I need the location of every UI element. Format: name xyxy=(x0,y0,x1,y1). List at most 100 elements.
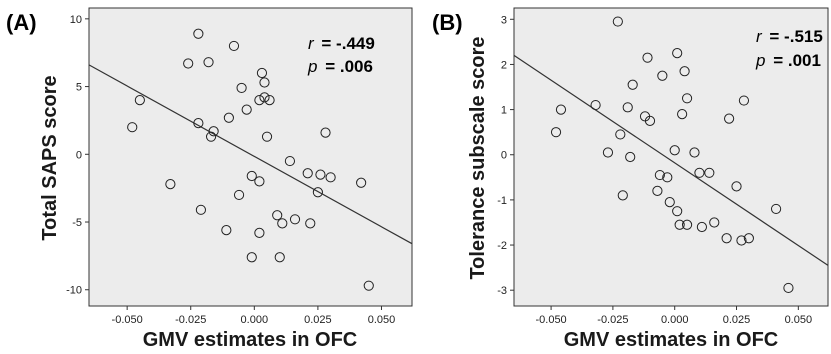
panel-a-data-point xyxy=(264,95,275,106)
panel-b-data-point xyxy=(681,219,693,230)
panel-a-data-point xyxy=(284,155,296,167)
panel-b-data-point xyxy=(590,99,601,111)
panel-a-data-point xyxy=(165,178,176,190)
panel-a-data-point xyxy=(228,40,240,52)
panel-b-data-point xyxy=(743,233,754,244)
panel-b-data-point xyxy=(721,233,732,244)
panel-a-x-tick-label: 0.025 xyxy=(304,314,332,326)
panel-b-data-point xyxy=(674,219,685,230)
panel-a-data-point xyxy=(356,177,367,188)
panel-b-data-point xyxy=(672,48,683,59)
panel-b-data-point xyxy=(696,221,708,233)
panel-a-data-point xyxy=(274,252,285,263)
panel-b-y-tick-label: 2 xyxy=(501,59,507,71)
panel-b-data-point xyxy=(704,167,715,178)
panel-b-y-tick-label: 0 xyxy=(501,150,507,162)
panel-b-data-point xyxy=(555,104,567,115)
panel-b-data-point xyxy=(736,235,747,246)
panel-b-y-tick-label: 3 xyxy=(501,14,507,26)
panel-b-data-point xyxy=(627,79,638,90)
panel-b-x-tick-label: 0.025 xyxy=(723,314,751,326)
panel-a-data-point xyxy=(254,95,265,106)
panel-b-data-point xyxy=(669,145,680,156)
panel-b-data-point xyxy=(662,172,673,183)
panel-a-data-point xyxy=(272,210,283,221)
panel-b-y-tick-label: 1 xyxy=(501,105,507,117)
panel-b-data-point xyxy=(654,169,665,181)
panel-b-data-point xyxy=(657,70,668,81)
panel-a-data-point xyxy=(205,131,217,142)
panel-b-data-point xyxy=(770,203,782,215)
panel-b-x-tick-label: -0.025 xyxy=(597,314,628,326)
panel-a-x-tick-label: 0.000 xyxy=(241,314,269,326)
panel-a-y-tick-label: -10 xyxy=(66,285,82,297)
panel-a-regression-line-path xyxy=(88,64,413,245)
panel-b-data-point xyxy=(677,109,688,120)
panel-b-points xyxy=(550,16,794,294)
panel-b-data-point xyxy=(612,16,623,27)
panel-a-y-axis-title: Total SAPS score xyxy=(39,75,61,240)
panel-a-data-point xyxy=(315,169,326,180)
panel-b-data-point xyxy=(709,217,720,228)
panel-a-data-point xyxy=(302,168,313,179)
panel-b-data-point xyxy=(625,151,636,163)
panel-a-data-point xyxy=(241,104,252,115)
panel-a-regression-line xyxy=(88,64,413,245)
panel-a-data-point xyxy=(208,126,219,137)
panel-a-data-point xyxy=(305,218,316,229)
panel-a-data-point xyxy=(195,204,207,215)
panel-a-data-point xyxy=(277,218,288,229)
panel-a-data-point xyxy=(363,280,374,291)
panel-a-plot-area xyxy=(88,7,413,307)
panel-a-x-tick-label: 0.050 xyxy=(368,314,396,326)
panel-a-data-point xyxy=(256,67,268,79)
panel-a-data-point xyxy=(254,227,265,238)
panel-a-data-point xyxy=(221,225,232,236)
panel-a-data-point xyxy=(134,95,145,106)
panel-b-data-point xyxy=(664,197,675,208)
panel-b-y-ticks: -3 -2 -1 0 1 2 3 xyxy=(497,14,514,297)
panel-b-data-point xyxy=(672,206,683,217)
panel-a-data-point xyxy=(233,189,245,201)
panel-b-x-tick-label: 0.050 xyxy=(785,314,813,326)
panel-a-data-point xyxy=(246,252,257,263)
panel-b-y-axis-title: Tolerance subscale score xyxy=(467,36,489,279)
panel-a-x-axis-title: GMV estimates in OFC xyxy=(143,329,358,351)
panel-b-y-tick-label: -1 xyxy=(497,195,507,207)
panel-b-x-axis-title: GMV estimates in OFC xyxy=(564,329,779,351)
panel-b-data-point xyxy=(783,282,794,294)
panel-b-x-ticks: -0.050 -0.025 0.000 0.025 0.050 xyxy=(535,306,812,326)
panel-b-y-tick-label: -3 xyxy=(497,285,507,297)
panel-a-label: (A) xyxy=(6,10,37,35)
panel-b-data-point xyxy=(550,127,562,138)
panel-b-data-point xyxy=(689,147,700,158)
panel-a-y-ticks: -10 -5 0 5 10 xyxy=(66,14,89,297)
panel-b-data-point xyxy=(622,102,633,113)
panel-a-data-point xyxy=(246,170,257,182)
panel-a-y-tick-label: -5 xyxy=(72,217,82,229)
panel-a-data-point xyxy=(261,131,273,142)
panel-b-plot-area xyxy=(513,7,829,307)
panel-b-data-point xyxy=(738,95,750,106)
panel-a-x-tick-label: -0.025 xyxy=(175,314,206,326)
panel-b-x-tick-label: -0.050 xyxy=(535,314,566,326)
panel-a-data-point xyxy=(183,58,194,69)
panel-a: (A) -10 -5 0 5 10 -0.050 -0.025 0.000 0.025 0.05… xyxy=(6,7,413,351)
panel-b-label: (B) xyxy=(432,10,463,35)
panel-a-y-tick-label: 10 xyxy=(70,14,82,26)
panel-b-data-point xyxy=(602,147,614,158)
panel-a-data-point xyxy=(289,214,301,225)
panel-a-x-ticks: -0.050 -0.025 0.000 0.025 0.050 xyxy=(112,306,396,326)
panel-b-data-point xyxy=(731,181,742,192)
panel-b-y-tick-label: -2 xyxy=(497,240,507,252)
panel-a-data-point xyxy=(203,57,214,68)
panel-a-data-point xyxy=(259,92,270,103)
panel-a-y-tick-label: 5 xyxy=(76,82,82,94)
panel-a-data-point xyxy=(127,122,138,133)
panel-a-p-stat: p = .006 xyxy=(307,57,373,76)
panel-b-data-point xyxy=(615,129,626,140)
panel-a-data-point xyxy=(193,28,204,39)
panel-b-data-point xyxy=(642,52,653,63)
panel-b-data-point xyxy=(681,93,693,104)
panel-a-data-point xyxy=(223,112,234,123)
